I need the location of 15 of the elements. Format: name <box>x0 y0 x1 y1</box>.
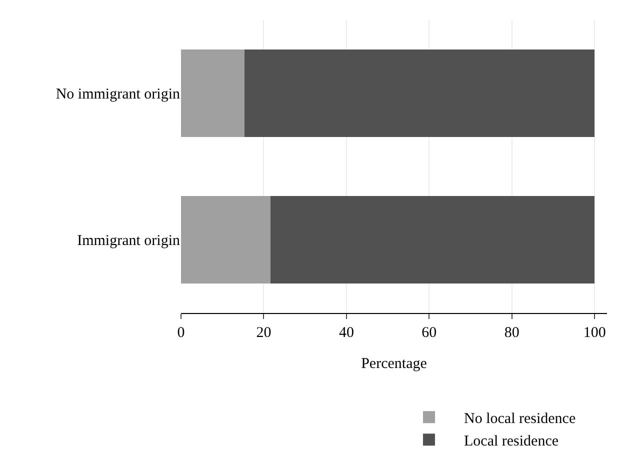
legend-label: No local residence <box>464 411 576 427</box>
x-tick-label: 20 <box>256 325 272 341</box>
bar <box>270 196 595 284</box>
x-tick-label: 100 <box>583 325 606 341</box>
bar <box>181 49 244 138</box>
legend-label: Local residence <box>464 434 559 450</box>
x-tick-label: 40 <box>338 325 354 341</box>
bar <box>181 196 270 284</box>
x-tick-label: 80 <box>504 325 520 341</box>
y-tick-label: Immigrant origin <box>77 233 180 249</box>
x-axis-title: Percentage <box>361 356 428 372</box>
x-tick-label: 60 <box>422 325 437 341</box>
y-tick-label: No immigrant origin <box>56 86 180 102</box>
x-tick-label: 0 <box>177 325 185 341</box>
bar <box>244 49 595 138</box>
